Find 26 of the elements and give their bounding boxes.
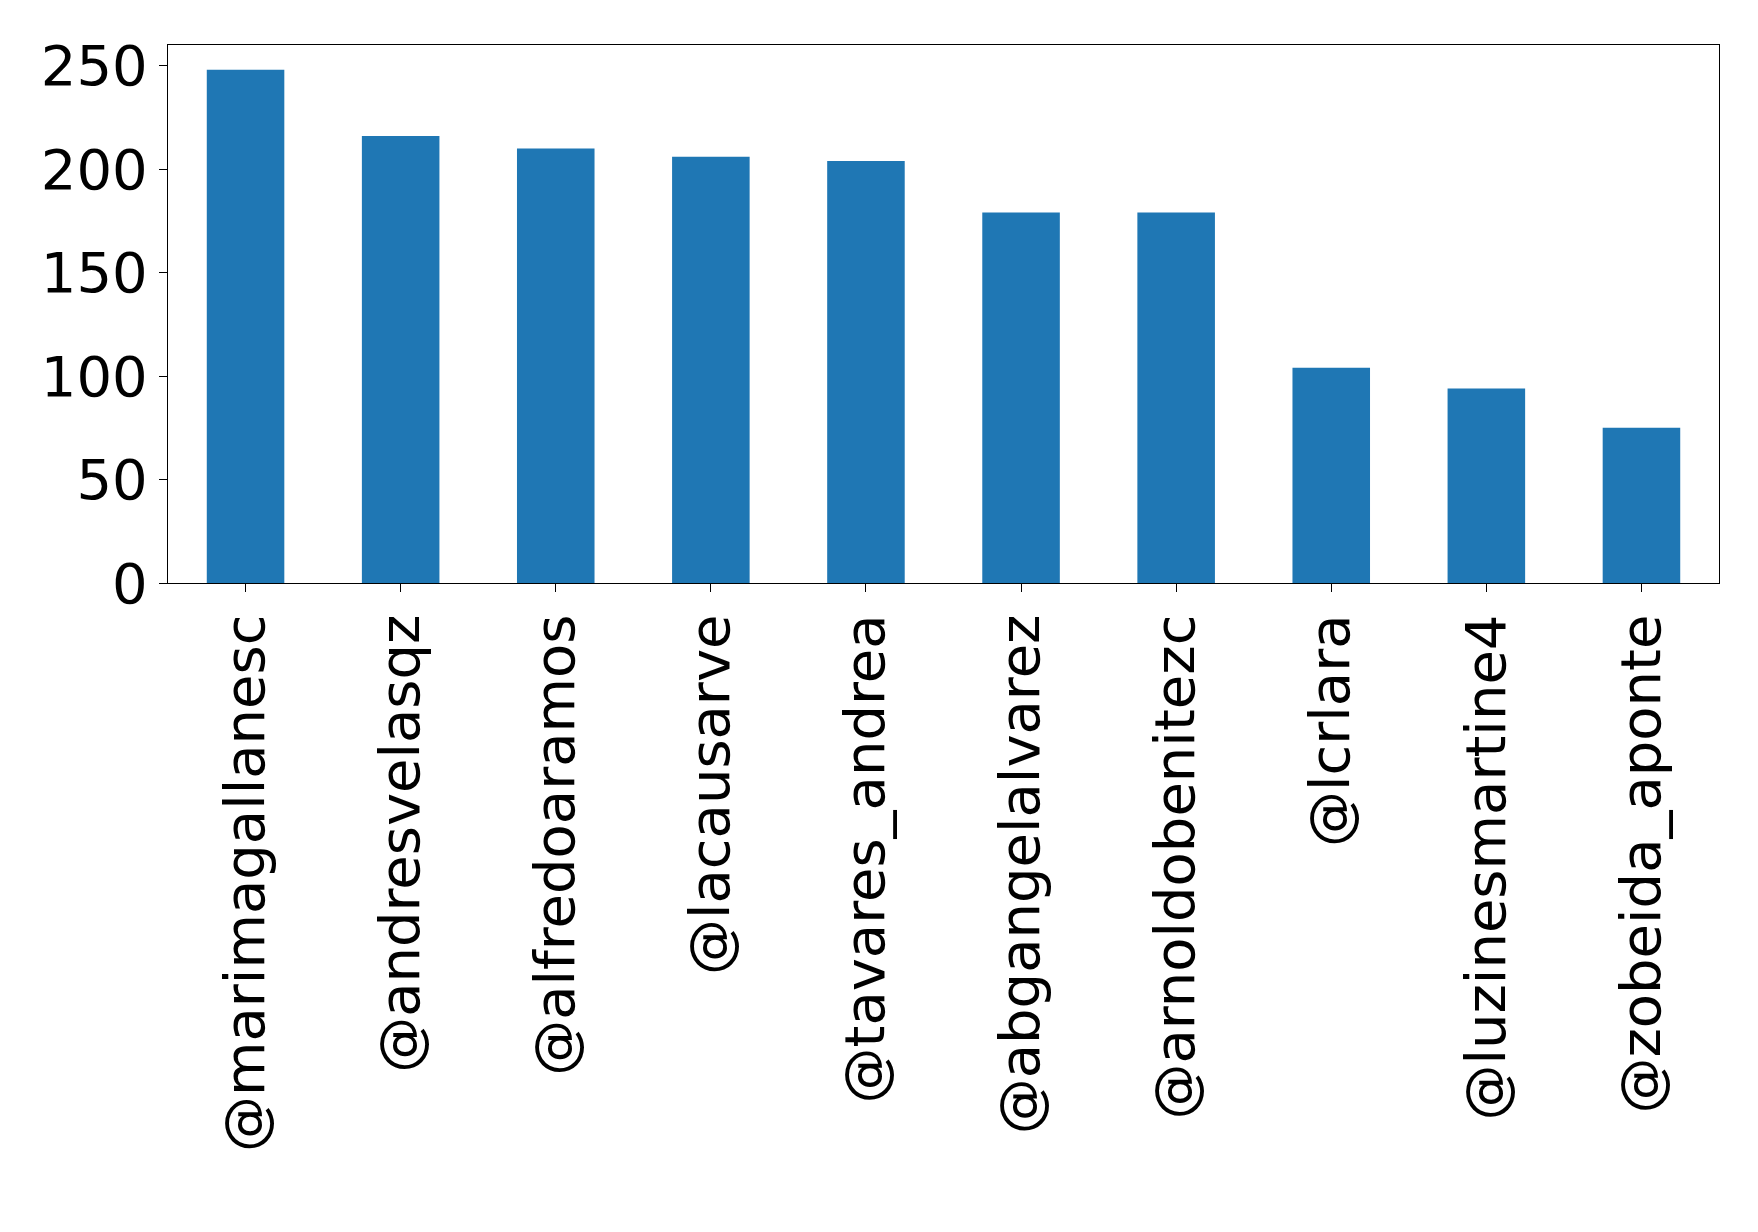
bar (827, 160, 905, 583)
y-tick-label: 200 (40, 136, 148, 202)
x-tick-label: @alfredoaramos (521, 614, 587, 1076)
bar (1447, 388, 1526, 583)
x-tick-label: @lacausarve (677, 614, 743, 976)
x-tick-label: @lcrlara (1297, 614, 1363, 848)
bar (1137, 212, 1215, 583)
x-tick-label: @arnoldobenitezc (1142, 614, 1208, 1120)
bar (516, 148, 595, 583)
x-tick-label: @andresvelasqz (366, 614, 432, 1073)
x-tick-label: @abgangelalvarez (987, 614, 1053, 1135)
bar (361, 136, 440, 583)
bar (982, 212, 1060, 583)
y-tick-label: 250 (40, 33, 148, 99)
y-tick-label: 150 (40, 240, 148, 306)
y-tick-label: 0 (112, 550, 148, 616)
x-tick-label: @marimagallanesc (211, 614, 277, 1153)
x-tick-label: @tavares_andrea (832, 614, 898, 1104)
bar (1292, 367, 1371, 583)
x-tick-label: @zobeida_aponte (1607, 614, 1673, 1114)
y-tick-label: 50 (76, 447, 148, 513)
bar (206, 69, 285, 583)
y-tick-label: 100 (40, 343, 148, 409)
bar (672, 156, 750, 583)
bar (1602, 427, 1681, 583)
x-tick-label: @luzinesmartine4 (1452, 614, 1518, 1121)
